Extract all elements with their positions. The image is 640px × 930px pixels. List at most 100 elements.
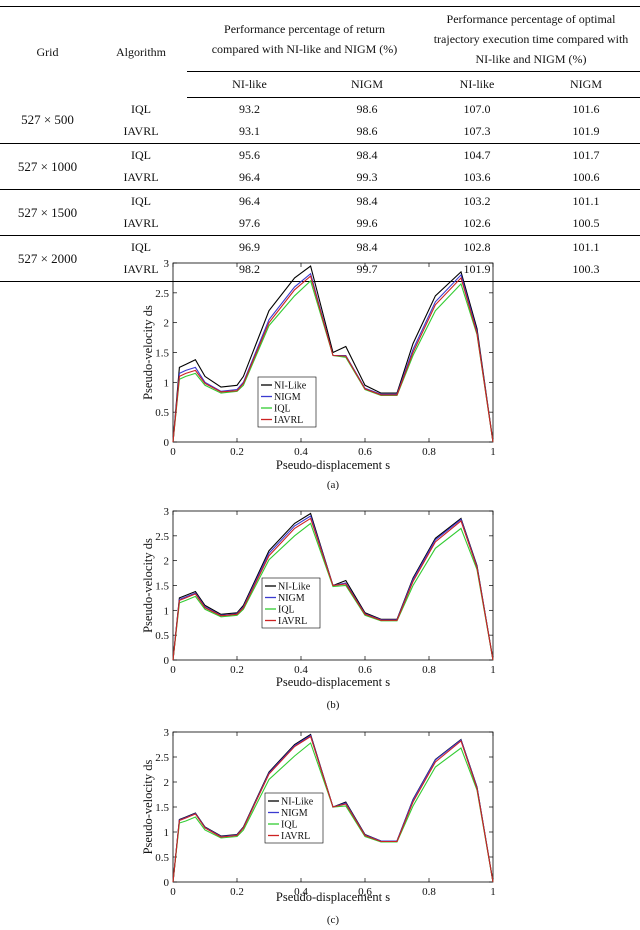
series-line-ni-like [172,265,494,443]
table-row: 527 × 1500 IQL 96.4 98.4 103.2 101.1 [0,189,640,236]
series-line-iavrl [172,517,494,661]
table-row: 527 × 2000 IQL 96.9 98.4 102.8 101.1 [0,235,640,282]
chart-c: 0 0.5 1 1.5 2 2.5 3 0 0.2 0.4 0.6 0.8 1 Pseudo-displa… [141,727,496,926]
x-tick-label: 0.2 [230,664,244,676]
table-subheader-row: NI-like NIGM NI-like NIGM [0,71,640,98]
y-tick-label: 0 [164,655,170,667]
value-cell: 103.2 [463,193,491,208]
value-cell: 101.1 [572,239,600,254]
value-cell: 101.7 [572,147,600,162]
y-tick-label: 3 [164,506,170,518]
value-cell: 99.6 [312,212,422,236]
table-header-row: Grid Algorithm Performance percentage of… [0,6,640,72]
header-time: Performance percentage of optimal trajec… [422,6,640,72]
algorithm-cell: IQL [131,101,151,116]
x-tick-label: 0 [170,664,176,676]
series-line-nigm [172,515,494,661]
value-cell: 98.6 [312,120,422,144]
x-tick-label: 0.4 [294,446,308,458]
series-line-ni-like [172,512,494,661]
legend-entry: NI-Like [278,582,311,593]
grid-cell: 527 × 2000 [0,235,95,282]
x-tick-label: 0.8 [422,446,436,458]
x-axis-label: Pseudo-displacement s [276,675,390,689]
legend-entry: NI-Like [281,797,314,808]
value-cell: 100.3 [532,258,640,282]
y-tick-label: 2.5 [155,752,169,764]
algorithm-cell: IAVRL [95,120,187,144]
value-cell: 101.9 [422,258,532,282]
table-row: IAVRL 97.6 99.6 102.6 100.5 [0,212,640,236]
y-tick-label: 0.5 [155,852,169,864]
series-line-ni-like [172,733,494,883]
value-cell: 93.1 [187,120,312,144]
y-tick-label: 3 [164,258,170,270]
x-tick-label: 0.6 [358,446,372,458]
x-axis-label: Pseudo-displacement s [276,890,390,904]
y-tick-label: 1.5 [155,581,169,593]
x-tick-label: 0.6 [358,664,372,676]
figure-caption: (a) [327,479,340,490]
chart-b: 0 0.5 1 1.5 2 2.5 3 0 0.2 0.4 0.6 0.8 1 Pseudo-displa… [141,506,496,711]
value-cell: 107.3 [422,120,532,144]
figure-caption: (b) [327,699,340,711]
table-row: 527 × 1000 IQL 95.6 98.4 104.7 101.7 [0,143,640,190]
y-tick-label: 2 [164,318,170,330]
x-tick-label: 0.2 [230,886,244,898]
header-algorithm: Algorithm [116,45,166,60]
y-axis-label: Pseudo-velocity ds [141,759,155,854]
series-line-iavrl [172,275,494,443]
legend-entry: IQL [274,404,291,415]
x-tick-label: 0.8 [422,664,436,676]
x-tick-label: 1 [490,664,496,676]
value-cell: 98.4 [356,193,378,208]
value-cell: 101.1 [572,193,600,208]
legend-entry: NIGM [281,808,308,819]
value-cell: 95.6 [239,147,260,162]
grid-cell: 527 × 500 [0,97,95,144]
value-cell: 98.4 [356,147,378,162]
series-line-iql [172,522,494,661]
x-tick-label: 0.2 [230,446,244,458]
x-tick-label: 0 [170,886,176,898]
value-cell: 104.7 [463,147,491,162]
table-body: 527 × 500 IQL 93.2 98.6 107.0 101.6 IAVRL 93.1 9… [0,97,640,282]
value-cell: 98.4 [356,239,378,254]
legend-entry: IQL [278,605,295,616]
y-tick-label: 1 [164,605,170,617]
algorithm-cell: IQL [131,193,151,208]
value-cell: 101.6 [572,101,600,116]
legend-entry: IAVRL [278,616,307,627]
table-row: IAVRL 98.2 99.7 101.9 100.3 [0,258,640,282]
series-line-nigm [172,272,494,443]
value-cell: 101.9 [532,120,640,144]
algorithm-cell: IAVRL [95,166,187,190]
value-cell: 99.7 [312,258,422,282]
subheader-nigm-time: NIGM [532,71,640,98]
y-tick-label: 1.5 [155,802,169,814]
value-cell: 103.6 [422,166,532,190]
header-grid: Grid [36,45,59,60]
x-tick-label: 0.4 [294,886,308,898]
x-tick-label: 0.6 [358,886,372,898]
value-cell: 102.8 [463,239,491,254]
header-return: Performance percentage of return compare… [187,6,422,72]
y-tick-label: 2 [164,556,170,568]
table-row: IAVRL 96.4 99.3 103.6 100.6 [0,166,640,190]
figure-caption: (c) [327,914,340,926]
series-line-iql [172,279,494,443]
legend-entry: NIGM [274,392,301,403]
grid-cell: 527 × 1500 [0,189,95,236]
value-cell: 107.0 [463,101,491,116]
legend-entry: IQL [281,820,298,831]
y-tick-label: 0 [164,877,170,889]
value-cell: 96.9 [239,239,260,254]
value-cell: 96.4 [187,166,312,190]
value-cell: 100.6 [532,166,640,190]
subheader-nilike-return: NI-like [187,71,312,98]
y-tick-label: 2 [164,777,170,789]
chart-a: 0 0.5 1 1.5 2 2.5 3 0 0.2 0.4 0.6 0.8 1 Pseudo-displa… [141,258,496,490]
value-cell: 96.4 [239,193,260,208]
legend-entry: NI-Like [274,381,307,392]
y-tick-label: 3 [164,727,170,739]
